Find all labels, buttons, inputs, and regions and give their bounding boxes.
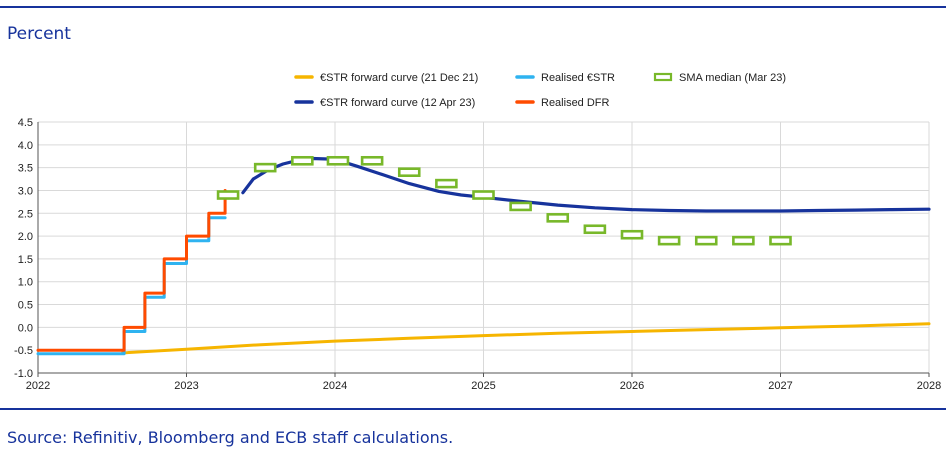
legend-label: Realised DFR xyxy=(541,97,610,109)
legend-swatch xyxy=(653,72,673,82)
y-tick-label: 1.5 xyxy=(18,254,33,266)
x-tick-label: 2028 xyxy=(917,380,941,392)
unit-label: Percent xyxy=(7,24,71,44)
x-tick-label: 2026 xyxy=(620,380,644,392)
y-tick-label: 2.0 xyxy=(18,231,33,243)
y-tick-label: 3.5 xyxy=(18,163,33,175)
y-tick-label: 4.5 xyxy=(18,117,33,129)
sma-median-marker xyxy=(435,178,458,189)
y-tick-label: 0.0 xyxy=(18,322,33,334)
x-tick-label: 2025 xyxy=(471,380,495,392)
legend-label: Realised €STR xyxy=(541,72,615,84)
y-tick-label: 3.0 xyxy=(18,185,33,197)
y-tick-label: 4.0 xyxy=(18,140,33,152)
sma-median-marker xyxy=(732,235,755,246)
sma-median-marker xyxy=(620,229,644,240)
series-line-2 xyxy=(36,189,227,352)
sma-median-marker xyxy=(546,213,570,223)
y-tick-label: -0.5 xyxy=(14,345,33,357)
x-tick-label: 2024 xyxy=(323,380,347,392)
y-tick-label: 0.5 xyxy=(18,300,33,312)
sma-median-marker xyxy=(326,155,350,166)
y-tick-label: 1.0 xyxy=(18,277,33,289)
series-line-0 xyxy=(121,322,931,355)
sma-median-marker xyxy=(253,162,277,173)
x-tick-label: 2027 xyxy=(768,380,792,392)
sma-median-marker xyxy=(472,190,495,200)
y-tick-label: 2.5 xyxy=(18,208,33,220)
sma-median-marker xyxy=(694,235,718,246)
x-tick-label: 2023 xyxy=(174,380,198,392)
chart-legend: €STR forward curve (21 Dec 21) Realised €… xyxy=(294,72,786,109)
sma-median-marker xyxy=(291,155,314,166)
top-rule xyxy=(0,6,946,8)
y-tick-label: -1.0 xyxy=(14,368,33,380)
sma-median-marker xyxy=(769,235,792,246)
sma-median-marker xyxy=(657,235,681,246)
x-tick-label: 2022 xyxy=(26,380,50,392)
sma-median-marker xyxy=(583,224,607,235)
grid-layer xyxy=(37,121,930,374)
bottom-rule xyxy=(0,408,946,410)
series-line-1 xyxy=(36,216,227,356)
legend-label: €STR forward curve (12 Apr 23) xyxy=(320,97,475,109)
legend-label: SMA median (Mar 23) xyxy=(679,72,786,84)
sma-median-marker xyxy=(216,190,240,200)
sma-median-marker xyxy=(360,155,384,166)
legend-label: €STR forward curve (21 Dec 21) xyxy=(320,72,478,84)
series-layer xyxy=(36,155,931,356)
sma-median-marker xyxy=(397,167,421,177)
series-line-3 xyxy=(241,156,931,213)
source-note: Source: Refinitiv, Bloomberg and ECB sta… xyxy=(7,428,454,447)
axis-layer: -1.0 -0.5 0.0 0.5 1.0 1.5 2.0 2.5 3.0 3.5 4.0 4.5 20… xyxy=(14,117,941,392)
sma-median-marker xyxy=(509,201,532,212)
